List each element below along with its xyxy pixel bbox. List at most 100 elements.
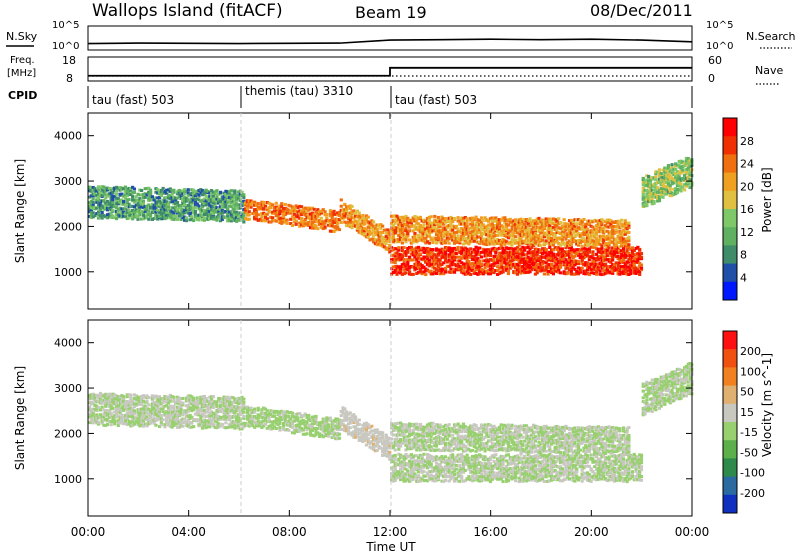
- data-cell: [123, 416, 128, 420]
- data-cell: [553, 217, 557, 221]
- data-cell: [355, 224, 360, 228]
- data-cell: [485, 248, 489, 252]
- data-cell: [159, 407, 163, 411]
- data-cell: [102, 199, 106, 203]
- data-cell: [393, 270, 397, 274]
- data-cell: [517, 255, 521, 259]
- data-cell: [533, 259, 538, 263]
- data-cell: [519, 251, 523, 255]
- data-cell: [411, 249, 415, 253]
- data-cell: [292, 217, 296, 221]
- data-cell: [582, 246, 586, 250]
- data-cell: [519, 237, 523, 241]
- data-cell: [481, 219, 485, 223]
- data-cell: [585, 271, 590, 275]
- data-cell: [524, 267, 529, 271]
- data-cell: [256, 419, 260, 423]
- data-cell: [220, 195, 224, 199]
- data-cell: [429, 225, 433, 229]
- data-cell: [460, 234, 464, 238]
- data-cell: [127, 216, 131, 220]
- data-cell: [569, 231, 573, 235]
- data-cell: [470, 236, 475, 240]
- data-cell: [231, 199, 235, 203]
- data-cell: [278, 420, 282, 424]
- data-cell: [381, 230, 385, 234]
- data-cell: [397, 219, 401, 223]
- data-cell: [587, 255, 591, 259]
- data-cell: [418, 257, 422, 261]
- data-cell: [131, 417, 135, 421]
- data-cell: [100, 216, 104, 220]
- data-cell: [496, 257, 500, 261]
- data-cell: [605, 258, 609, 262]
- data-cell: [310, 422, 314, 426]
- data-cell: [395, 226, 399, 230]
- data-cell: [190, 398, 194, 402]
- data-cell: [116, 395, 120, 399]
- data-cell: [474, 268, 478, 272]
- data-cell: [415, 249, 419, 253]
- data-cell: [184, 208, 189, 212]
- data-cell: [96, 422, 101, 426]
- data-cell: [336, 222, 340, 226]
- data-cell: [159, 205, 163, 209]
- data-cell: [104, 410, 108, 414]
- data-cell: [310, 226, 314, 230]
- data-cell: [206, 414, 210, 418]
- data-cell: [393, 254, 397, 258]
- data-cell: [627, 239, 631, 243]
- data-cell: [307, 426, 311, 430]
- data-cell: [467, 242, 471, 246]
- data-cell: [96, 420, 101, 424]
- data-cell: [469, 239, 473, 243]
- data-cell: [129, 424, 133, 428]
- data-cell: [438, 262, 442, 266]
- data-cell: [145, 396, 149, 400]
- data-cell: [490, 269, 494, 273]
- data-cell: [562, 230, 566, 234]
- data-cell: [429, 248, 433, 252]
- data-cell: [354, 224, 358, 228]
- data-cell: [123, 413, 128, 417]
- data-cell: [524, 241, 529, 245]
- data-cell: [236, 203, 241, 207]
- data-cell: [452, 234, 457, 238]
- data-cell: [623, 256, 627, 260]
- data-cell: [251, 410, 255, 414]
- data-cell: [686, 163, 690, 167]
- data-cell: [280, 209, 284, 213]
- data-cell: [163, 395, 167, 399]
- data-cell: [629, 247, 633, 251]
- data-cell: [433, 226, 437, 230]
- data-cell: [140, 193, 144, 197]
- data-cell: [460, 231, 464, 235]
- data-cell: [557, 265, 561, 269]
- data-cell: [576, 253, 581, 257]
- data-cell: [497, 227, 502, 231]
- data-cell: [161, 215, 165, 219]
- data-cell: [411, 229, 415, 233]
- data-cell: [102, 423, 106, 427]
- data-cell: [499, 224, 503, 228]
- data-cell: [567, 251, 572, 255]
- data-cell: [567, 249, 572, 253]
- data-cell: [501, 255, 505, 259]
- data-cell: [120, 406, 124, 410]
- data-cell: [458, 219, 462, 223]
- data-cell: [118, 188, 122, 192]
- data-cell: [229, 205, 233, 209]
- data-cell: [253, 415, 257, 419]
- data-cell: [594, 262, 599, 266]
- data-cell: [558, 227, 563, 231]
- data-cell: [494, 223, 498, 227]
- data-cell: [204, 396, 208, 400]
- data-cell: [614, 225, 618, 229]
- data-cell: [514, 269, 518, 273]
- data-cell: [361, 229, 365, 233]
- data-cell: [175, 202, 180, 206]
- data-cell: [199, 207, 203, 211]
- data-cell: [154, 187, 158, 191]
- data-cell: [184, 414, 189, 418]
